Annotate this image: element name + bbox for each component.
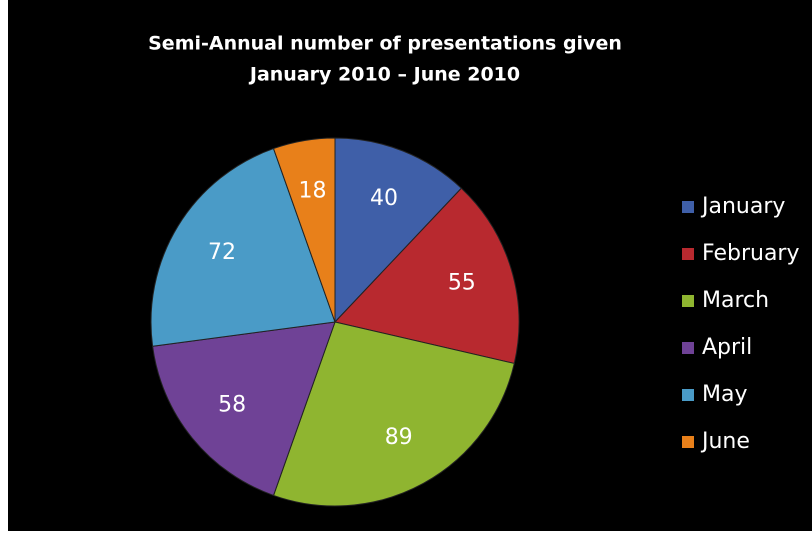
legend-text: January [700, 194, 785, 219]
chart-subtitle: January 2010 – June 2010 [248, 64, 520, 86]
legend-text: March [702, 288, 769, 313]
data-label: 55 [448, 271, 476, 296]
chart-title: Semi-Annual number of presentations give… [148, 33, 622, 55]
pie-slice [150, 147, 336, 347]
legend-swatch [682, 248, 694, 260]
legend-swatch [682, 436, 694, 448]
pie-slice [272, 137, 336, 323]
pie-slice [334, 137, 463, 324]
data-label: 89 [385, 425, 413, 450]
legend-swatch [682, 342, 694, 354]
pie-slice [152, 321, 336, 497]
legend-swatch [682, 389, 694, 401]
legend-swatch [682, 201, 694, 213]
legend-swatch [682, 295, 694, 307]
data-label: 18 [299, 178, 327, 203]
legend-text: May [702, 382, 747, 407]
data-label: 58 [218, 392, 246, 417]
legend-text: April [702, 335, 752, 360]
pie-slice [272, 321, 515, 507]
legend-text: February [702, 241, 800, 266]
data-label: 40 [370, 186, 398, 211]
legend-text: June [700, 429, 750, 454]
data-label: 72 [208, 240, 236, 265]
pie-slice [334, 187, 520, 365]
